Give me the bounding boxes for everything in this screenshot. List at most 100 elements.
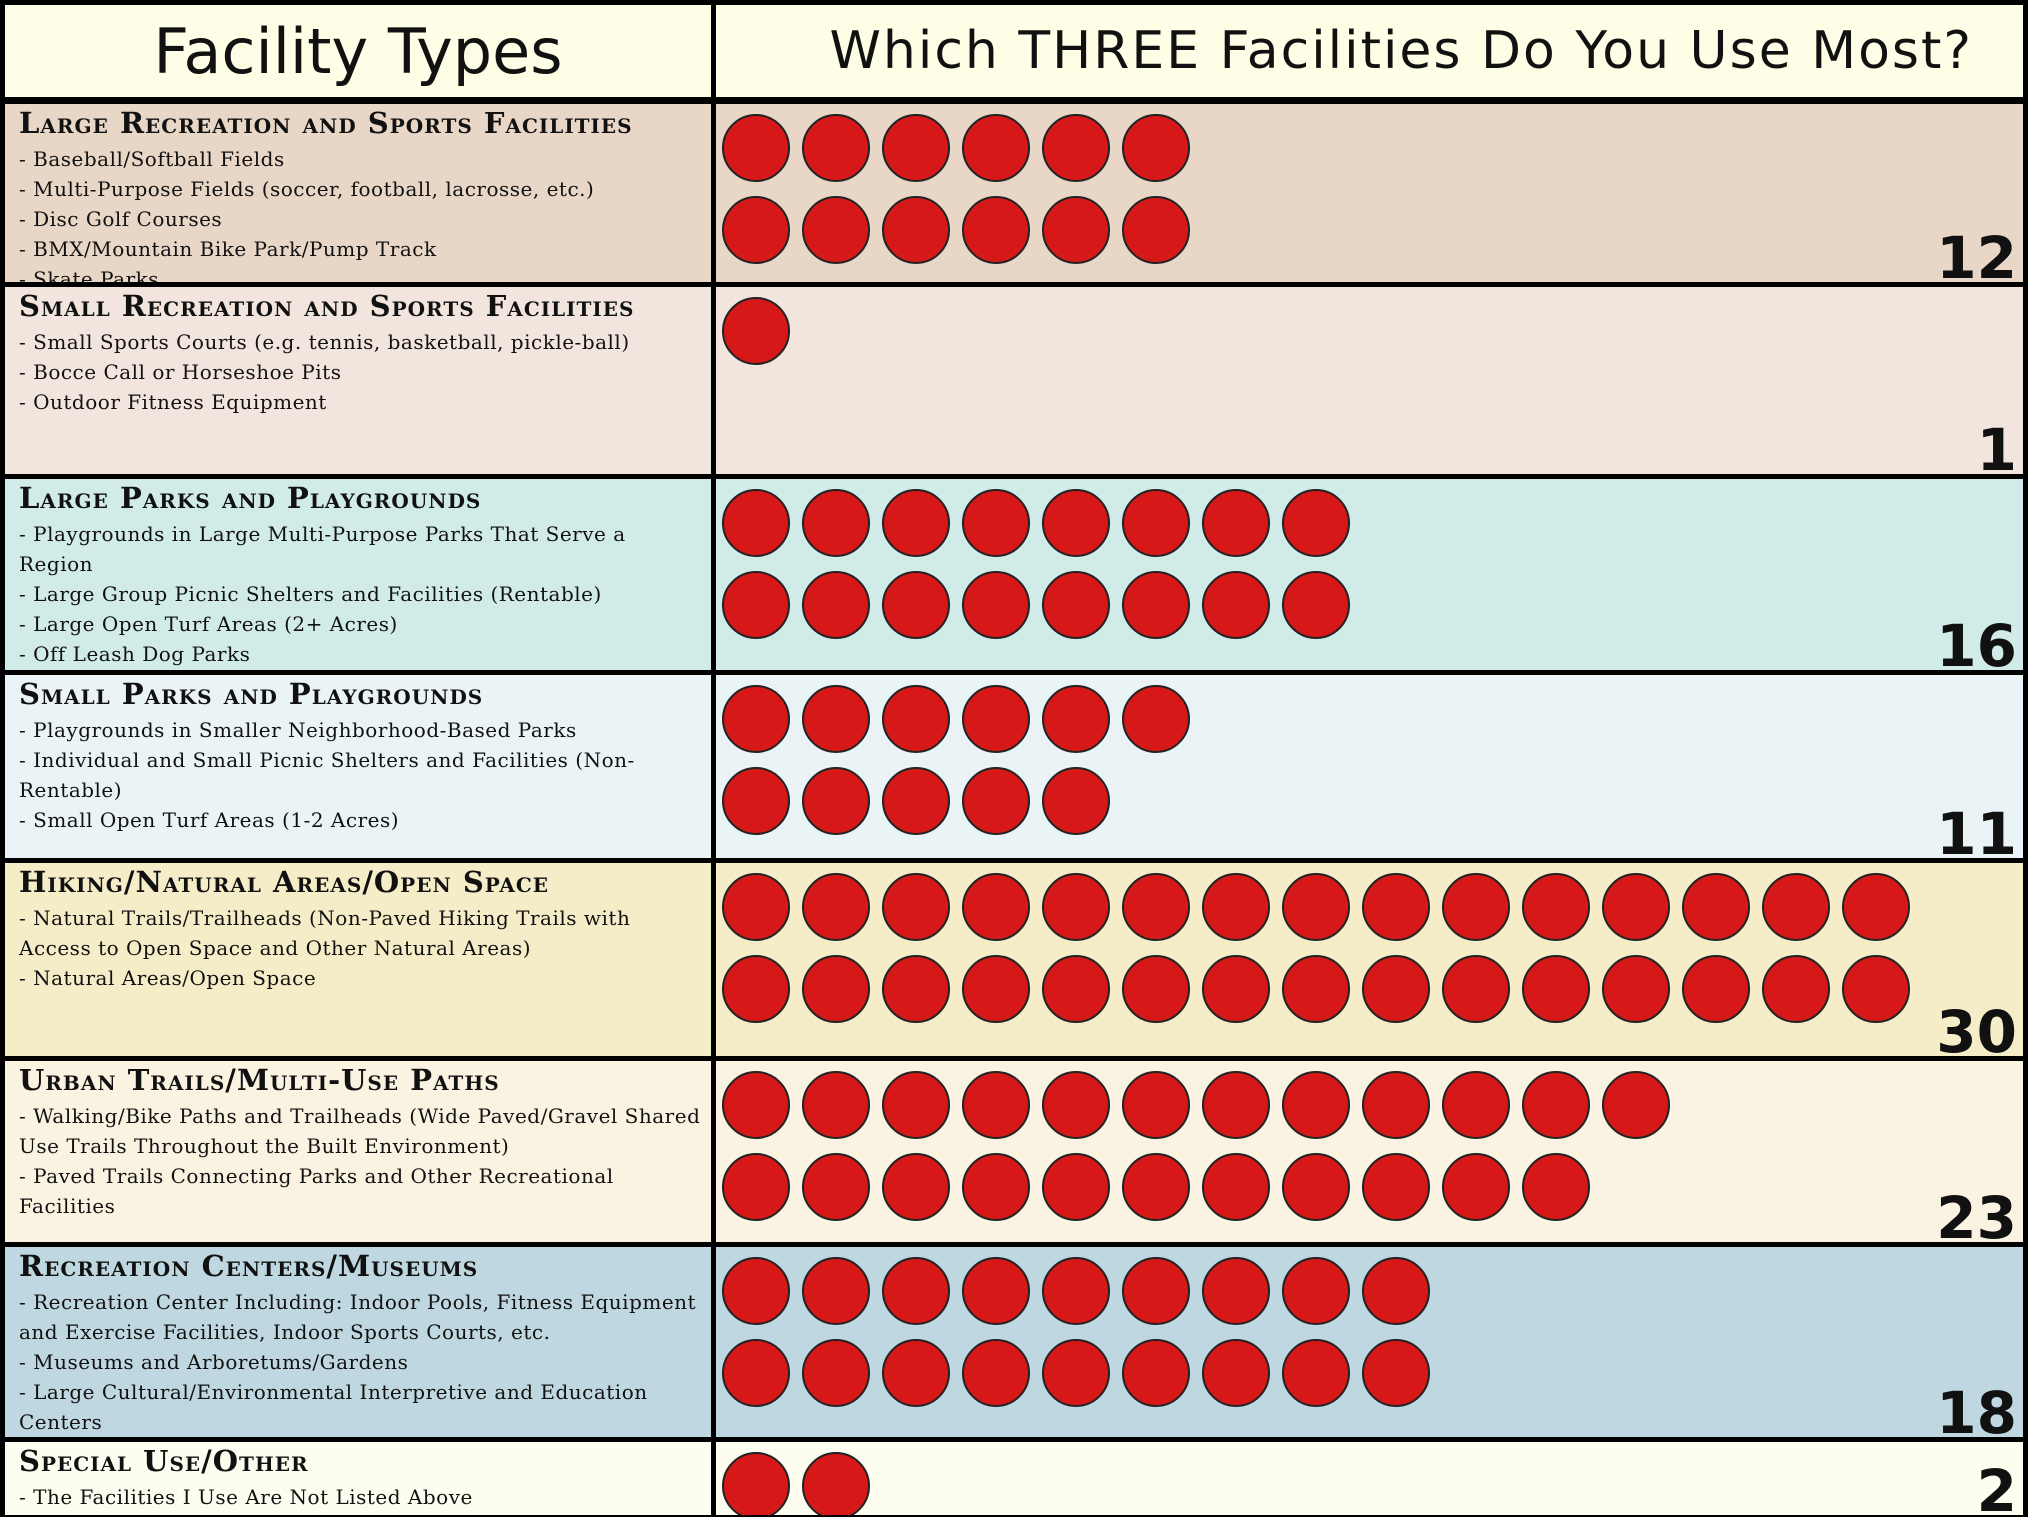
vote-dot	[1122, 1071, 1190, 1139]
vote-dot	[962, 571, 1030, 639]
vote-dot	[1122, 1257, 1190, 1325]
vote-dot	[722, 1257, 790, 1325]
vote-dot	[1842, 873, 1910, 941]
vote-cell: 12	[716, 104, 2023, 282]
vote-dot	[1602, 1071, 1670, 1139]
vote-dot	[802, 767, 870, 835]
facility-title: Small Parks and Playgrounds	[19, 677, 484, 711]
facility-title: Large Parks and Playgrounds	[19, 481, 482, 515]
vote-dot	[882, 1339, 950, 1407]
vote-dot	[722, 196, 790, 264]
facility-title: Small Recreation and Sports Facilities	[19, 289, 635, 323]
facility-cell: Recreation Centers/Museums - Recreation C…	[5, 1247, 711, 1437]
vote-dot	[962, 196, 1030, 264]
vote-dot	[962, 1071, 1030, 1139]
vote-count: 12	[1936, 224, 2017, 282]
vote-cell: 30	[716, 863, 2023, 1056]
vote-dot	[1282, 1153, 1350, 1221]
vote-dot	[1522, 955, 1590, 1023]
vote-cell: 23	[716, 1061, 2023, 1242]
vote-dot	[1522, 1153, 1590, 1221]
vote-dot	[882, 114, 950, 182]
vote-dot	[1122, 571, 1190, 639]
facility-item: - Recreation Center Including: Indoor Po…	[19, 1290, 697, 1344]
vote-dot	[1282, 571, 1350, 639]
vote-dot	[1602, 873, 1670, 941]
vote-dot	[1202, 489, 1270, 557]
facility-cell: Small Recreation and Sports Facilities - …	[5, 287, 711, 474]
vote-dot	[1202, 955, 1270, 1023]
vote-dot	[802, 1071, 870, 1139]
vote-dot	[1202, 571, 1270, 639]
vote-dot	[1042, 114, 1110, 182]
vote-cell: 11	[716, 675, 2023, 858]
vote-dot	[1202, 1339, 1270, 1407]
vote-dot	[1042, 571, 1110, 639]
vote-dot	[802, 114, 870, 182]
vote-dot	[802, 1153, 870, 1221]
facility-item: - Walking/Bike Paths and Trailheads (Wid…	[19, 1104, 701, 1158]
vote-dot	[1442, 1071, 1510, 1139]
vote-dot	[882, 955, 950, 1023]
vote-dot	[1122, 489, 1190, 557]
vote-dot	[722, 955, 790, 1023]
vote-dot	[722, 767, 790, 835]
facility-cell: Large Parks and Playgrounds - Playgrounds…	[5, 479, 711, 670]
vote-dot	[882, 571, 950, 639]
vote-dot	[722, 1452, 790, 1515]
vote-dot	[1362, 1071, 1430, 1139]
vote-dot	[722, 1339, 790, 1407]
facility-item: - Bocce Call or Horseshoe Pits	[19, 360, 342, 384]
facility-title: Special Use/Other	[19, 1444, 309, 1478]
facility-cell: Special Use/Other - The Facilities I Use …	[5, 1442, 711, 1515]
vote-dot	[802, 685, 870, 753]
facility-item: - Off Leash Dog Parks	[19, 642, 251, 666]
vote-dot	[722, 1071, 790, 1139]
vote-dot	[802, 571, 870, 639]
vote-dot	[802, 873, 870, 941]
header-left: Facility Types	[5, 5, 711, 97]
facility-item: - Natural Areas/Open Space	[19, 966, 317, 990]
vote-dot	[722, 297, 790, 365]
facility-item: - Baseball/Softball Fields	[19, 147, 285, 171]
vote-dot	[802, 489, 870, 557]
facility-cell: Hiking/Natural Areas/Open Space - Natural…	[5, 863, 711, 1056]
vote-dot	[722, 114, 790, 182]
vote-dot	[1122, 873, 1190, 941]
vote-count: 11	[1936, 800, 2017, 858]
facility-item: - Paved Trails Connecting Parks and Othe…	[19, 1164, 614, 1218]
vote-cell: 18	[716, 1247, 2023, 1437]
vote-dot	[962, 685, 1030, 753]
vote-dot	[1282, 873, 1350, 941]
facility-item: - Museums and Arboretums/Gardens	[19, 1350, 409, 1374]
vote-dot	[1362, 873, 1430, 941]
header-right: Which THREE Facilities Do You Use Most?	[716, 5, 2023, 97]
vote-dot	[1282, 1339, 1350, 1407]
vote-dot	[802, 1257, 870, 1325]
facility-item: - Individual and Small Picnic Shelters a…	[19, 748, 635, 802]
vote-dot	[1042, 1257, 1110, 1325]
vote-dot	[1202, 1257, 1270, 1325]
facility-title: Large Recreation and Sports Facilities	[19, 106, 633, 140]
vote-dot	[722, 1153, 790, 1221]
vote-dot	[1362, 1339, 1430, 1407]
facility-item: - Large Open Turf Areas (2+ Acres)	[19, 612, 398, 636]
facility-item: - Large Group Picnic Shelters and Facili…	[19, 582, 602, 606]
facility-item: - Playgrounds in Smaller Neighborhood-Ba…	[19, 718, 577, 742]
vote-dot	[1682, 955, 1750, 1023]
vote-dot	[1042, 196, 1110, 264]
vote-dot	[962, 489, 1030, 557]
facility-item: - Natural Trails/Trailheads (Non-Paved H…	[19, 906, 631, 960]
vote-dot	[882, 1257, 950, 1325]
facility-item: - Outdoor Fitness Equipment	[19, 390, 327, 414]
vote-dot	[1362, 955, 1430, 1023]
vote-dot	[1202, 1153, 1270, 1221]
vote-dot	[962, 767, 1030, 835]
facility-item: - Multi-Purpose Fields (soccer, football…	[19, 177, 595, 201]
vote-dot	[1442, 1153, 1510, 1221]
vote-cell: 16	[716, 479, 2023, 670]
vote-dot	[1042, 1071, 1110, 1139]
vote-dot	[722, 685, 790, 753]
vote-dot	[1282, 1257, 1350, 1325]
vote-dot	[802, 196, 870, 264]
